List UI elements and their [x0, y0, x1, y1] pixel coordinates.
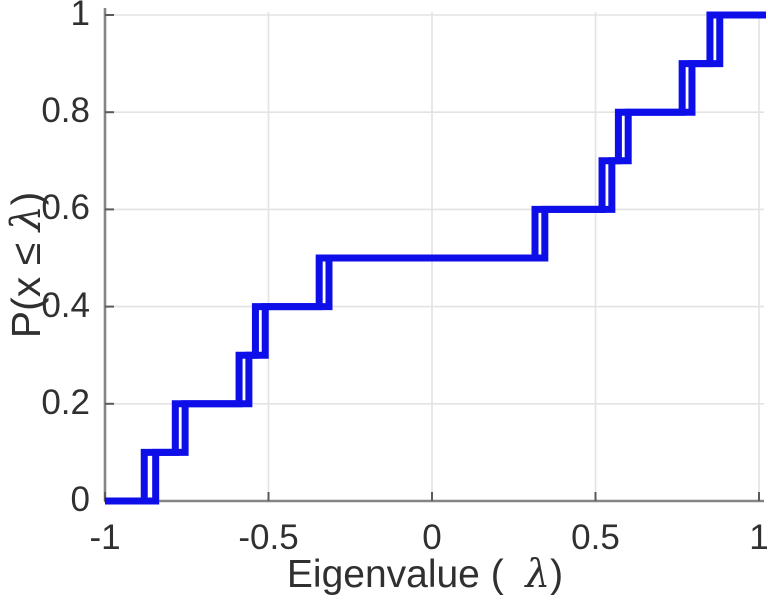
x-axis-label-text: Eigenvalue (	[286, 553, 504, 596]
x-axis-label-gap	[504, 553, 526, 596]
y-tick-label: 0.8	[41, 91, 90, 131]
y-tick-label: 1	[70, 0, 90, 34]
lambda-symbol: λ	[525, 552, 551, 597]
x-axis-label-close: )	[550, 553, 564, 596]
y-tick-label: 0	[70, 480, 90, 520]
x-tick-label: -1	[89, 518, 121, 557]
x-tick-label: 0	[422, 518, 442, 557]
y-tick-label: 0.2	[41, 382, 90, 422]
ecdf-curve-2	[105, 11, 766, 505]
leq-symbol: ≤	[3, 242, 49, 266]
y-axis-label-text: P(x	[3, 265, 49, 339]
x-tick-label: -0.5	[238, 518, 299, 557]
y-axis-label-close: )	[3, 191, 49, 206]
y-tick-label: 0.6	[41, 188, 90, 228]
y-axis-label-space	[3, 231, 49, 242]
x-tick-label: 1	[749, 518, 768, 557]
y-tick-label: 0.4	[41, 285, 90, 325]
y-axis-label: P(x ≤ λ)	[2, 102, 50, 428]
lambda-symbol: λ	[2, 205, 50, 232]
x-axis-label: Eigenvalue ( λ)	[95, 552, 755, 597]
x-tick-label: 0.5	[571, 518, 620, 557]
